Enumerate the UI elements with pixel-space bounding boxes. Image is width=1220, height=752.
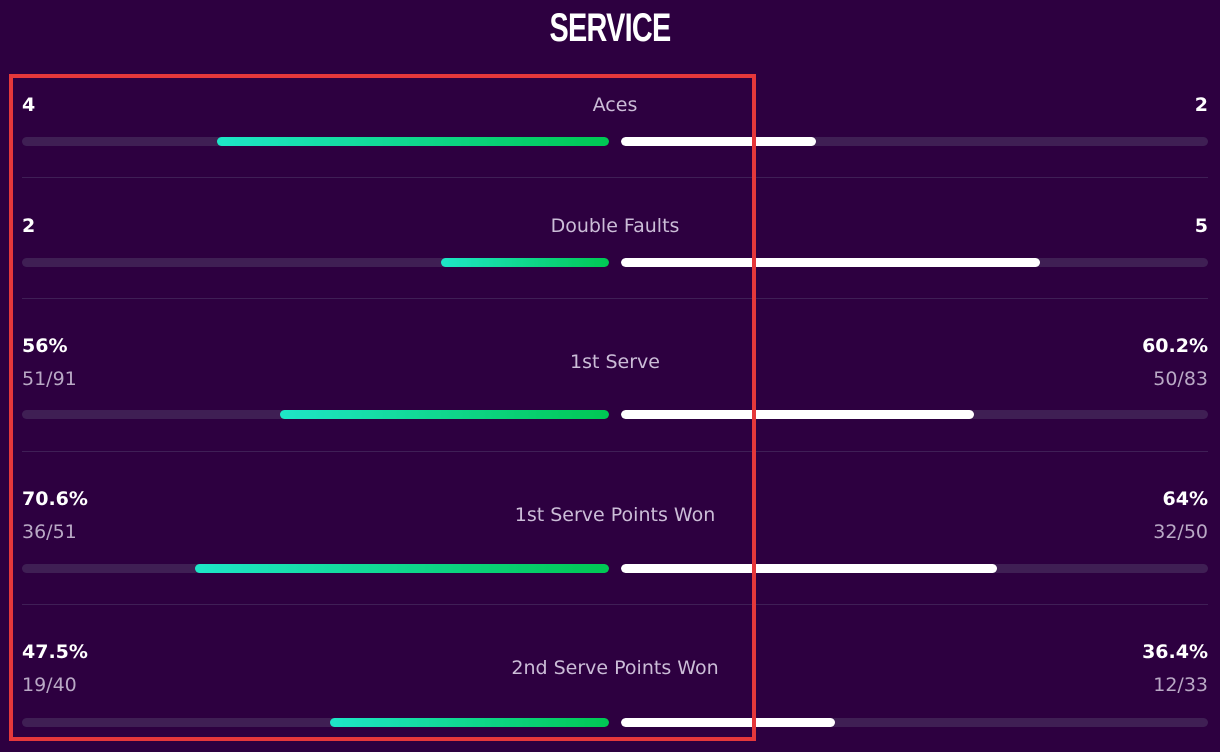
left-bar-track — [22, 718, 609, 727]
stat-row-1st-serve-points-won: 70.6% 64% 36/51 32/50 1st Serve Points W… — [22, 488, 1208, 578]
left-player-value: 47.5% — [22, 641, 88, 663]
stat-row-1st-serve: 56% 60.2% 51/91 50/83 1st Serve — [22, 335, 1208, 425]
left-bar-fill — [194, 564, 609, 573]
stat-label: Double Faults — [550, 215, 680, 237]
right-bar-fill — [621, 258, 1041, 267]
row-divider — [22, 177, 1208, 178]
left-player-fraction: 36/51 — [22, 521, 77, 543]
stat-bar — [22, 137, 1208, 146]
left-bar-fill — [217, 137, 609, 146]
stat-label: Aces — [592, 94, 638, 116]
stat-bar — [22, 564, 1208, 573]
stat-row-2nd-serve-points-won: 47.5% 36.4% 19/40 12/33 2nd Serve Points… — [22, 641, 1208, 731]
left-player-value: 4 — [22, 94, 36, 116]
right-player-value: 36.4% — [1142, 641, 1208, 663]
left-bar-track — [22, 564, 609, 573]
right-bar-fill — [621, 718, 835, 727]
left-bar-track — [22, 410, 609, 419]
stat-row-aces: 4 2 Aces — [22, 94, 1208, 154]
right-bar-track — [621, 410, 1208, 419]
right-player-value: 2 — [1194, 94, 1208, 116]
stat-bar — [22, 718, 1208, 727]
stat-label: 2nd Serve Points Won — [511, 657, 719, 679]
right-bar-fill — [621, 137, 817, 146]
right-player-fraction: 50/83 — [1153, 368, 1208, 390]
section-title: SERVICE — [549, 6, 672, 50]
left-player-value: 2 — [22, 215, 36, 237]
right-player-fraction: 32/50 — [1153, 521, 1208, 543]
left-bar-fill — [330, 718, 609, 727]
left-bar-fill — [280, 410, 609, 419]
stat-label: 1st Serve — [570, 351, 660, 373]
right-player-value: 5 — [1194, 215, 1208, 237]
stat-bar — [22, 258, 1208, 267]
left-bar-track — [22, 137, 609, 146]
right-bar-fill — [621, 410, 975, 419]
right-bar-track — [621, 258, 1208, 267]
right-player-fraction: 12/33 — [1153, 674, 1208, 696]
row-divider — [22, 604, 1208, 605]
row-divider — [22, 451, 1208, 452]
right-bar-track — [621, 137, 1208, 146]
stat-label: 1st Serve Points Won — [514, 504, 716, 526]
right-bar-fill — [621, 564, 997, 573]
right-player-value: 60.2% — [1142, 335, 1208, 357]
left-player-fraction: 51/91 — [22, 368, 77, 390]
left-bar-track — [22, 258, 609, 267]
stat-row-double-faults: 2 5 Double Faults — [22, 215, 1208, 275]
right-player-value: 64% — [1162, 488, 1208, 510]
stat-bar — [22, 410, 1208, 419]
right-bar-track — [621, 718, 1208, 727]
left-bar-fill — [441, 258, 609, 267]
right-bar-track — [621, 564, 1208, 573]
row-divider — [22, 298, 1208, 299]
left-player-fraction: 19/40 — [22, 674, 77, 696]
left-player-value: 56% — [22, 335, 68, 357]
left-player-value: 70.6% — [22, 488, 88, 510]
